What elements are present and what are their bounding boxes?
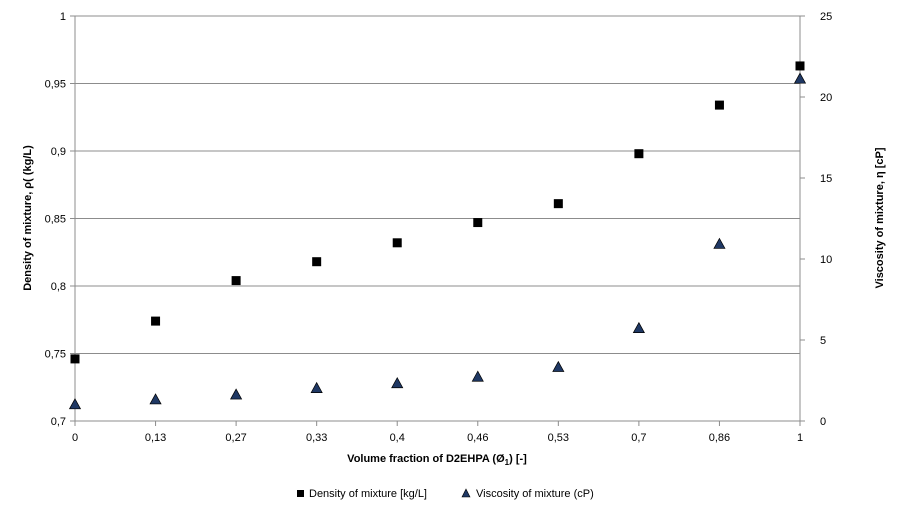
viscosity-point: [552, 360, 565, 372]
right-y-tick-labels: 0 5 10 15 20 25: [820, 11, 832, 428]
legend-square-marker: [297, 490, 304, 497]
x-tick-labels: 0 0,13 0,27 0,33 0,4 0,46 0,53 0,7 0,86 1: [72, 432, 803, 444]
right-y-tick-label: 25: [820, 11, 832, 23]
viscosity-point: [793, 72, 807, 84]
viscosity-point: [230, 388, 243, 400]
data-points: [68, 61, 807, 410]
x-tick-label: 0,53: [548, 432, 569, 444]
x-tick-label: 0,7: [631, 432, 646, 444]
legend-label-density: Density of mixture [kg/L]: [309, 488, 427, 500]
left-y-tick-label: 0,75: [45, 349, 66, 361]
density-point: [151, 316, 161, 326]
density-point: [473, 218, 483, 228]
legend: Density of mixture [kg/L] Viscosity of m…: [297, 488, 594, 500]
viscosity-point: [632, 321, 645, 334]
left-y-tick-label: 1: [60, 11, 66, 23]
viscosity-point: [310, 381, 323, 393]
left-y-axis-title: Density of mixture, ρ( (kg/L): [22, 145, 34, 291]
right-y-axis-title: Viscosity of mixture, η [cP]: [874, 147, 886, 288]
density-point: [795, 61, 805, 71]
gridlines: [75, 15, 800, 354]
right-y-tick-label: 5: [820, 335, 826, 347]
x-tick-label: 0,86: [709, 432, 730, 444]
right-y-tick-label: 15: [820, 173, 832, 185]
x-tick-label: 0,33: [306, 432, 327, 444]
x-axis-title-main: Volume fraction of D2EHPA (Ø: [347, 453, 505, 465]
legend-triangle-marker: [461, 488, 471, 498]
x-tick-label: 0,46: [467, 432, 488, 444]
x-tick-label: 0,27: [225, 432, 246, 444]
x-axis-title-tail: ) [-]: [509, 453, 527, 465]
right-y-tick-label: 20: [820, 92, 832, 104]
viscosity-point: [471, 370, 484, 382]
left-y-tick-label: 0,85: [45, 214, 66, 226]
viscosity-point: [149, 393, 162, 405]
x-tick-label: 1: [797, 432, 803, 444]
x-axis-title-subscript: 1: [505, 458, 510, 467]
right-y-tick-label: 10: [820, 254, 832, 266]
density-point: [312, 257, 322, 267]
x-tick-label: 0,13: [145, 432, 166, 444]
legend-label-viscosity: Viscosity of mixture (cP): [476, 488, 594, 500]
viscosity-point: [391, 377, 404, 389]
density-point: [392, 238, 402, 248]
viscosity-point: [713, 237, 726, 249]
x-axis-title: Volume fraction of D2EHPA (Ø1) [-]: [347, 453, 527, 467]
density-point: [231, 276, 241, 286]
density-point: [553, 199, 563, 209]
left-y-tick-label: 0,7: [51, 416, 66, 428]
axes: [70, 15, 805, 426]
density-point: [70, 354, 80, 364]
density-point: [634, 149, 644, 159]
right-y-tick-label: 0: [820, 416, 826, 428]
left-y-tick-label: 0,95: [45, 79, 66, 91]
left-y-tick-label: 0,9: [51, 146, 66, 158]
left-y-tick-labels: 0,7 0,75 0,8 0,85 0,9 0,95 1: [45, 11, 66, 428]
x-tick-label: 0,4: [390, 432, 405, 444]
density-point: [714, 100, 724, 110]
x-tick-label: 0: [72, 432, 78, 444]
left-y-tick-label: 0,8: [51, 281, 66, 293]
viscosity-point: [68, 398, 82, 410]
